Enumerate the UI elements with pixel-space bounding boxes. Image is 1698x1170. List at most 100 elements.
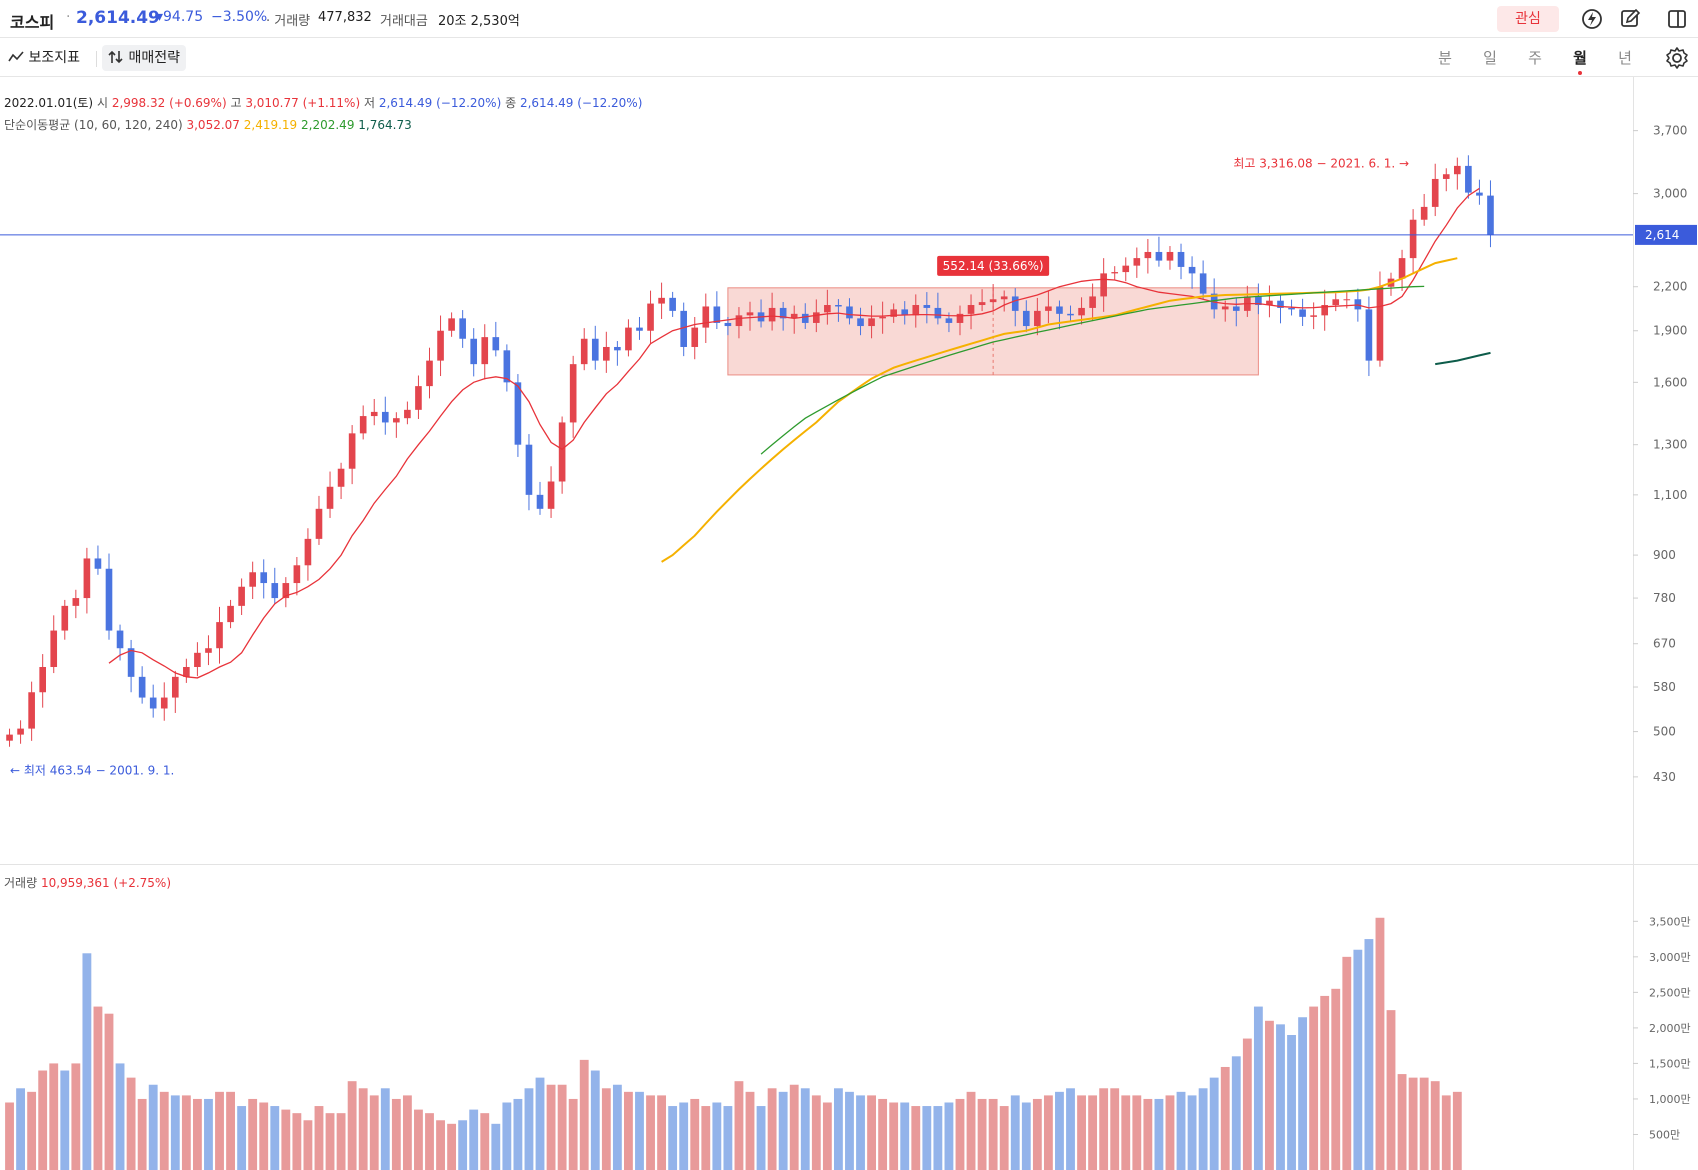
indicator-button[interactable]: 보조지표 [2,45,86,71]
candle [1431,163,1439,217]
range-label: 552.14 (33.66%) [943,259,1044,273]
period-minute[interactable]: 분 [1438,49,1452,67]
toolbar-divider [96,51,97,67]
candle-body [702,306,710,328]
volume-bar [1088,1095,1098,1170]
candle [83,547,91,614]
header-separator: · [66,9,71,25]
period-year[interactable]: 년 [1618,49,1632,67]
volume-label: · 거래량 [266,14,311,29]
volume-bar [1298,1017,1308,1170]
candle [846,298,853,325]
volume-bar [148,1084,158,1170]
volume-bar [192,1098,202,1170]
candle-body [1144,251,1152,259]
volume-bar [82,953,92,1170]
volume-bar [1408,1077,1418,1170]
candle-body [580,338,588,365]
volume-bar [469,1109,479,1170]
candle-body [1133,258,1141,266]
sort-icon [108,50,123,64]
volume-bar [944,1102,954,1170]
ohlc-date: 2022.01.01(토) [4,96,94,110]
price-chart[interactable]: 430 500 580 670 780 900 1,100 1,300 1,600 1,900 2,… [0,77,1698,864]
candle-body [691,327,699,347]
candle [61,599,69,640]
candle-body [470,338,478,365]
ma-legend-label: 단순이동평균 (10, 60, 120, 240) [4,118,183,132]
candle [591,325,599,370]
volume-bar [237,1106,247,1170]
strategy-button[interactable]: 매매전략 [102,45,186,71]
candle-body [415,386,422,410]
candle-body [603,346,610,361]
candle-body [481,337,489,365]
candle [1011,288,1019,327]
volume-bar [601,1088,611,1170]
candle-body [790,313,798,319]
candle [205,635,212,666]
candle [1067,305,1074,322]
ohlc-high-label: 고 [230,96,242,110]
candle-body [50,630,58,668]
candle [194,642,201,677]
price-change-pct: −3.50% [211,9,268,25]
candle [1409,209,1417,274]
candle [558,416,566,494]
candle-body [1232,306,1240,311]
candle [227,599,234,629]
volume-bar [1099,1088,1109,1170]
candle-body [1431,178,1439,207]
period-day[interactable]: 일 [1483,49,1497,67]
volume-bar [856,1095,865,1170]
price-tick-label: 2,200 [1653,280,1687,294]
candle-body [525,444,533,495]
range-label-box [937,255,1050,276]
candle-body [978,302,986,306]
watch-button[interactable]: 관심 [1497,6,1559,32]
candle-body [1288,307,1295,310]
candle-body [1177,251,1185,267]
volume-bar [612,1084,622,1170]
candle [525,434,533,511]
pane-divider [0,864,1698,865]
candle-body [658,297,665,304]
candle [658,282,665,319]
candle [94,545,102,575]
candle-body [238,586,245,606]
volume-bar [1010,1095,1020,1170]
period-month[interactable]: 월 [1568,47,1592,75]
candle [702,293,710,344]
candle [1454,157,1461,190]
volume-bar [126,1077,136,1170]
candle-body [271,583,279,599]
candle [1398,249,1406,291]
volume-bar [635,1091,644,1170]
price-tick-label: 900 [1653,548,1676,562]
candle [691,316,699,360]
candle-body [1299,309,1306,317]
candle [1199,260,1207,300]
gear-icon[interactable] [1663,44,1691,72]
edit-icon[interactable] [1616,5,1644,33]
lightning-icon[interactable] [1578,5,1606,33]
candle [879,301,886,334]
candle [183,658,190,683]
volume-bar [513,1098,523,1170]
candle [393,412,400,438]
price-tick-label: 1,300 [1653,438,1687,452]
candle-body [1089,296,1096,308]
candle-body [1155,251,1163,261]
candle [1232,298,1240,327]
sidebar-icon[interactable] [1663,5,1691,33]
candle-body [1376,286,1384,361]
candle-body [260,572,268,584]
volume-bar [1165,1095,1175,1170]
period-week[interactable]: 주 [1528,49,1542,67]
candle-body [1343,299,1351,301]
candle-body [1067,313,1074,316]
candle [989,284,997,312]
volume-bar [159,1091,169,1170]
candle [315,495,323,545]
volume-chart[interactable]: 500만 1,000만 1,500만 2,000만 2,500만 3,000만 3,500만 [0,865,1698,1170]
